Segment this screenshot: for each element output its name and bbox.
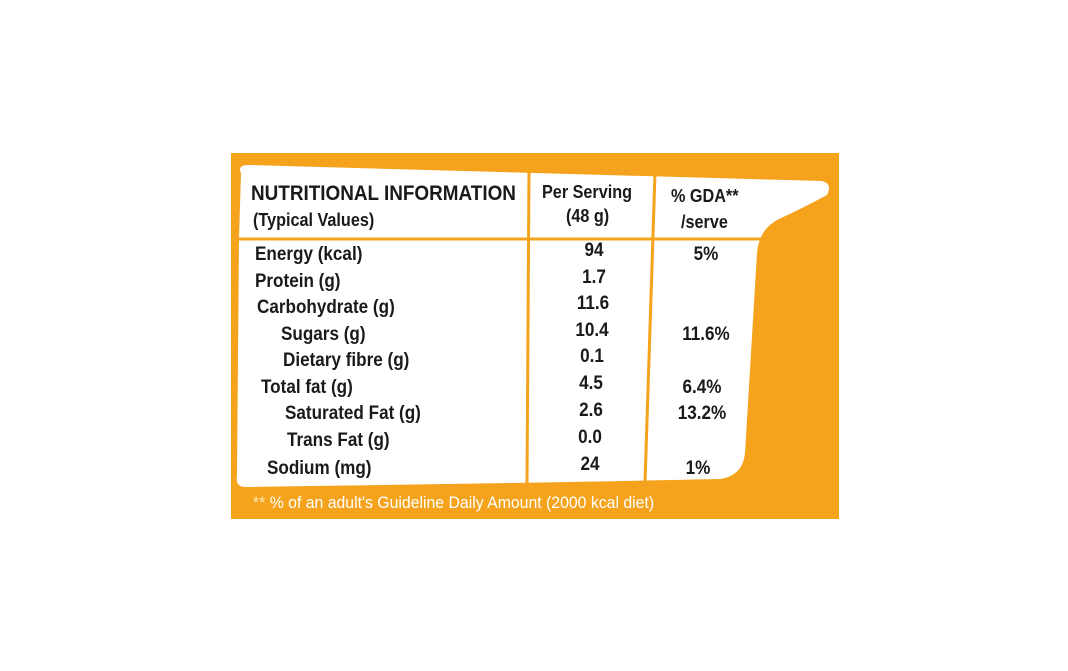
serving-header-line1: Per Serving [542, 182, 633, 202]
row-value-energy: 94 [584, 240, 604, 261]
serving-header-line2: (48 g) [566, 206, 610, 226]
row-label-saturated-fat: Saturated Fat (g) [285, 403, 421, 424]
row-value-protein: 1.7 [582, 267, 606, 288]
row-label-dietary-fibre: Dietary fibre (g) [283, 350, 410, 371]
row-gda-sugars: 11.6% [682, 324, 730, 345]
row-label-protein: Protein (g) [255, 271, 341, 292]
row-label-sodium: Sodium (mg) [267, 458, 372, 479]
table-title: NUTRITIONAL INFORMATION [251, 182, 516, 205]
row-label-energy: Energy (kcal) [255, 244, 363, 265]
column-divider-1 [525, 168, 531, 486]
footnote-text: % of an adult's Guideline Daily Amount (… [265, 493, 655, 512]
row-value-trans-fat: 0.0 [578, 427, 602, 448]
table-card-shape [236, 165, 829, 487]
row-value-sugars: 10.4 [575, 320, 609, 341]
row-label-sugars: Sugars (g) [281, 324, 366, 345]
nutrition-label-panel: NUTRITIONAL INFORMATION (Typical Values)… [231, 153, 839, 519]
row-value-dietary-fibre: 0.1 [580, 346, 604, 367]
table-subtitle: (Typical Values) [253, 210, 375, 230]
gda-header-line2: /serve [681, 212, 728, 232]
row-gda-sodium: 1% [685, 458, 711, 479]
row-gda-saturated-fat: 13.2% [677, 403, 727, 424]
row-label-carbohydrate: Carbohydrate (g) [257, 297, 395, 318]
nutrition-table-card [231, 153, 839, 519]
row-gda-total-fat: 6.4% [682, 377, 722, 398]
gda-footnote: ** % of an adult's Guideline Daily Amoun… [253, 494, 654, 511]
gda-header-line1: % GDA** [671, 186, 739, 206]
row-gda-energy: 5% [693, 244, 719, 265]
row-value-sodium: 24 [580, 454, 600, 475]
row-value-total-fat: 4.5 [579, 373, 603, 394]
row-value-carbohydrate: 11.6 [576, 293, 610, 314]
row-label-total-fat: Total fat (g) [261, 377, 353, 398]
row-label-trans-fat: Trans Fat (g) [287, 430, 390, 451]
footnote-stars: ** [253, 493, 266, 512]
column-divider-2 [643, 172, 657, 484]
row-value-saturated-fat: 2.6 [579, 400, 603, 421]
